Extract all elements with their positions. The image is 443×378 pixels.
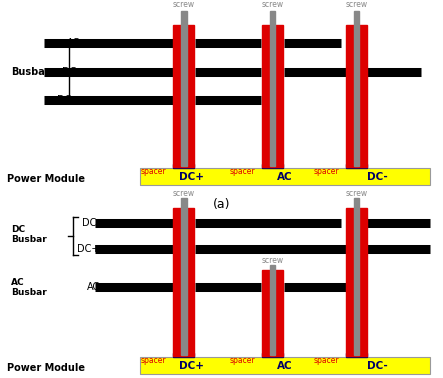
Text: screw: screw xyxy=(346,0,368,9)
Text: screw: screw xyxy=(261,256,284,265)
Bar xyxy=(346,353,367,357)
Text: DC+: DC+ xyxy=(77,245,100,254)
Text: DC-: DC- xyxy=(367,361,388,371)
Text: spacer: spacer xyxy=(229,167,255,176)
Bar xyxy=(354,11,360,166)
Bar xyxy=(346,164,367,168)
Bar xyxy=(140,168,430,185)
Text: screw: screw xyxy=(261,0,284,9)
Text: spacer: spacer xyxy=(140,356,166,365)
Bar xyxy=(354,198,360,355)
Bar xyxy=(173,164,194,168)
Text: DC+: DC+ xyxy=(179,361,204,371)
Bar xyxy=(346,25,367,167)
Text: AC: AC xyxy=(66,39,80,48)
Text: DC-: DC- xyxy=(367,172,388,182)
Bar xyxy=(262,353,283,357)
Text: spacer: spacer xyxy=(229,356,255,365)
Text: DC
Busbar: DC Busbar xyxy=(11,225,47,244)
Bar xyxy=(173,25,194,167)
Text: DC-: DC- xyxy=(82,218,100,228)
Text: spacer: spacer xyxy=(140,167,166,176)
Text: AC: AC xyxy=(86,282,100,292)
Text: DC+: DC+ xyxy=(57,95,80,105)
Bar xyxy=(262,270,283,356)
Text: Power Module: Power Module xyxy=(7,363,85,373)
Text: spacer: spacer xyxy=(313,356,339,365)
Text: AC
Busbar: AC Busbar xyxy=(11,277,47,297)
Bar xyxy=(140,357,430,374)
Text: DC+: DC+ xyxy=(179,172,204,182)
Text: Power Module: Power Module xyxy=(7,174,85,184)
Text: AC: AC xyxy=(277,361,292,371)
Bar xyxy=(181,198,187,355)
Text: screw: screw xyxy=(173,0,195,9)
Text: spacer: spacer xyxy=(313,167,339,176)
Text: screw: screw xyxy=(346,189,368,198)
Text: (a): (a) xyxy=(213,198,230,211)
Text: Busbar: Busbar xyxy=(11,67,50,77)
Bar xyxy=(173,208,194,356)
Text: AC: AC xyxy=(277,172,292,182)
Bar xyxy=(346,208,367,356)
Text: screw: screw xyxy=(173,189,195,198)
Bar xyxy=(262,25,283,167)
Bar xyxy=(269,11,276,166)
Bar xyxy=(181,11,187,166)
Bar xyxy=(262,164,283,168)
Bar xyxy=(173,353,194,357)
Text: DC-: DC- xyxy=(62,67,80,77)
Bar xyxy=(269,265,276,355)
